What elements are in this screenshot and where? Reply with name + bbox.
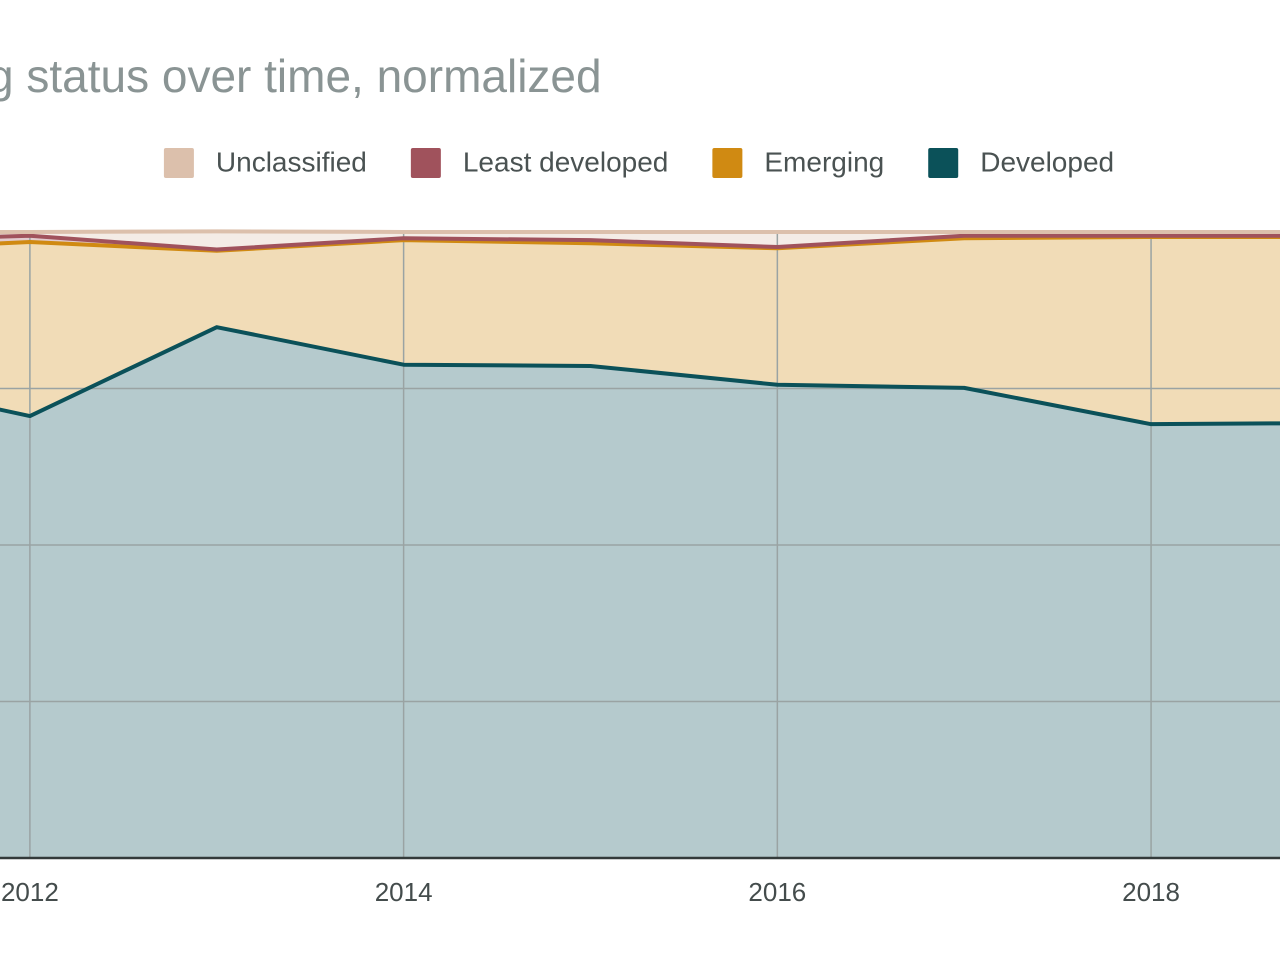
series-line bbox=[0, 233, 1280, 252]
legend-item: Unclassified bbox=[163, 146, 367, 178]
plot-area: 2012 2014 2016 2018 bbox=[0, 229, 1280, 907]
series-line bbox=[0, 325, 1280, 427]
legend-item: Emerging bbox=[712, 146, 884, 178]
x-tick-label: 2016 bbox=[748, 877, 806, 907]
area bbox=[0, 237, 1280, 425]
legend-swatch bbox=[410, 148, 441, 178]
legend-swatch bbox=[712, 148, 743, 178]
x-tick-label: 2014 bbox=[375, 877, 433, 907]
legend-item: Developed bbox=[928, 146, 1114, 178]
legend-label: Unclassified bbox=[216, 146, 367, 177]
legend-item: Least developed bbox=[410, 146, 669, 178]
x-tick-label: 2018 bbox=[1122, 877, 1180, 907]
legend-label: Emerging bbox=[764, 146, 884, 177]
x-tick-label: 2012 bbox=[1, 877, 59, 907]
area bbox=[0, 327, 1280, 858]
series-line bbox=[0, 229, 1280, 234]
legend-label: Least developed bbox=[463, 146, 669, 177]
legend-swatch bbox=[163, 148, 194, 178]
legend-label: Developed bbox=[980, 146, 1114, 177]
chart-title: g status over time, normalized bbox=[0, 50, 602, 102]
legend-swatch bbox=[928, 148, 959, 178]
legend: Unclassified Least developed Emerging Devel… bbox=[163, 146, 1114, 178]
